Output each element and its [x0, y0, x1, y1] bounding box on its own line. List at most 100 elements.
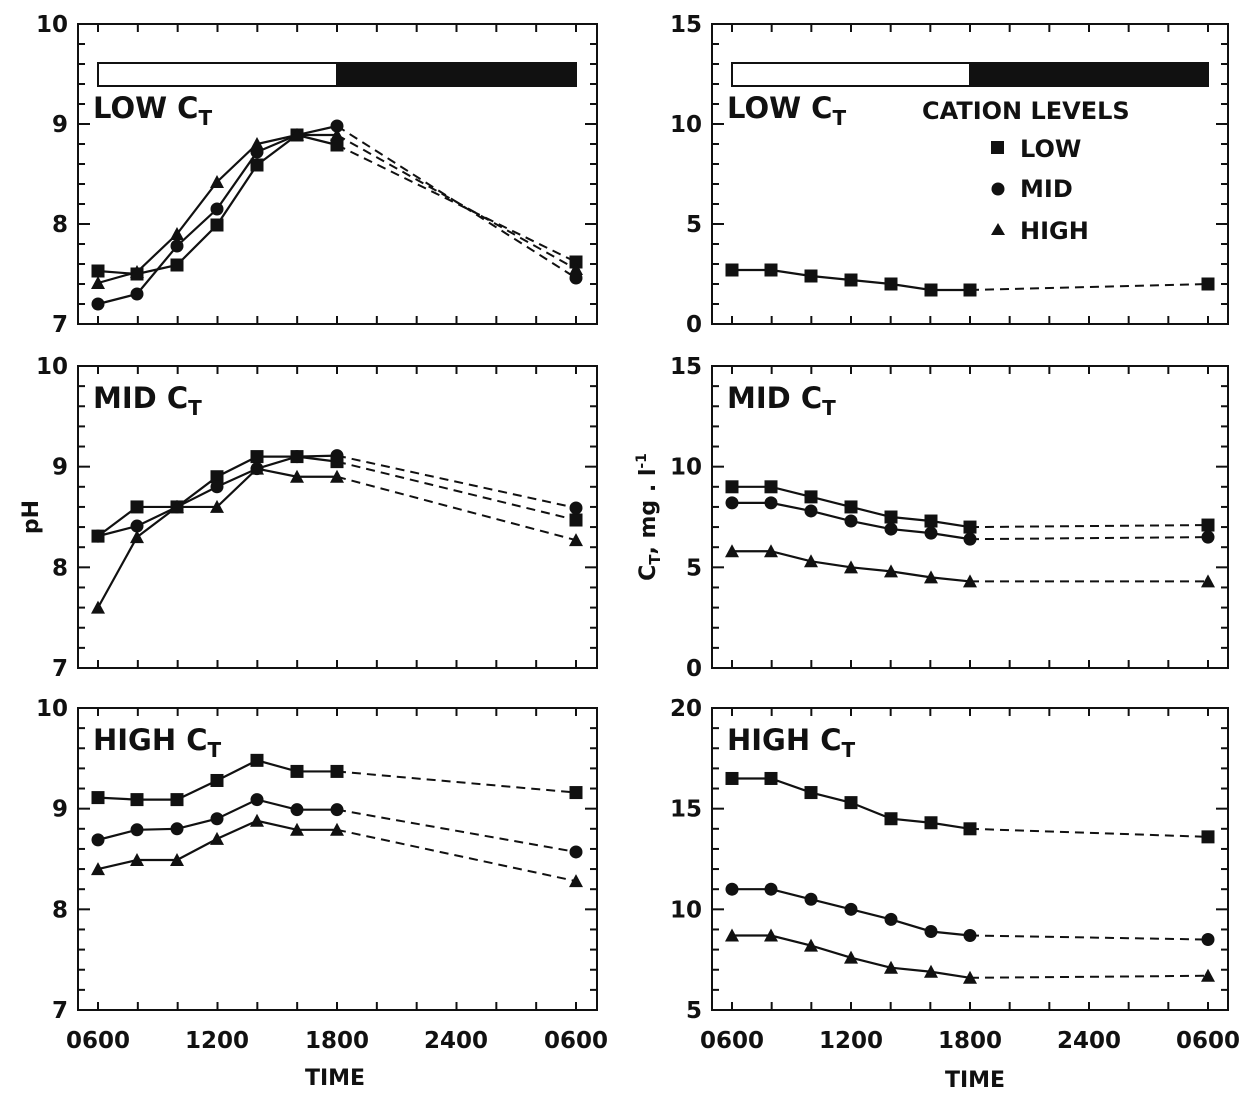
legend-label-low: LOW	[1020, 135, 1081, 163]
data-point-circle	[804, 892, 818, 906]
series-line-dashed	[969, 827, 1209, 838]
y-axis-title-right-sup: -1	[634, 453, 650, 469]
light-period-bar	[97, 62, 338, 87]
data-point-triangle	[210, 499, 224, 513]
data-point-square	[290, 764, 304, 778]
data-point-square	[1201, 277, 1215, 291]
data-point-circle	[250, 793, 264, 807]
panel-mid-ct: 0 5 10 15 MID CT	[670, 354, 1229, 682]
series-line-dashed	[336, 770, 577, 794]
data-point-circle	[170, 239, 184, 253]
series-low	[725, 480, 1215, 534]
data-point-square	[924, 514, 938, 528]
data-point-square	[210, 218, 224, 232]
series-high	[91, 461, 583, 614]
x-axis-title-right: TIME	[945, 1068, 1005, 1093]
panel-high-ph: 7 8 9 10 0600 1200 1800 2400 0600 HIGH CT	[36, 696, 608, 1054]
data-point-circle	[844, 514, 858, 528]
data-point-square	[569, 786, 583, 800]
data-point-triangle	[130, 265, 144, 278]
data-point-square	[250, 753, 264, 767]
data-point-square	[764, 771, 778, 785]
data-point-triangle	[170, 227, 184, 240]
data-point-triangle	[924, 570, 938, 584]
y-tick-label: 9	[52, 797, 68, 823]
data-point-triangle	[210, 831, 224, 845]
data-point-square	[250, 450, 264, 464]
panel-title-sub: T	[832, 106, 846, 130]
data-point-circle	[170, 822, 184, 836]
y-tick-label: 20	[670, 696, 702, 722]
x-tick-label: 1200	[185, 1028, 249, 1054]
data-point-circle	[91, 833, 105, 847]
data-point-triangle	[1201, 574, 1215, 588]
x-tick-label: 2400	[424, 1028, 488, 1054]
data-point-circle	[884, 522, 898, 536]
series-line-dashed	[336, 475, 577, 542]
legend-square-marker	[991, 141, 1004, 154]
data-point-circle	[290, 803, 304, 817]
series-low	[725, 263, 1215, 297]
series-line-dashed	[969, 283, 1209, 291]
x-tick-label: 2400	[1057, 1028, 1121, 1054]
data-point-triangle	[290, 822, 304, 836]
y-axis-title-right-main: C	[636, 565, 661, 581]
dark-period-bar	[336, 62, 577, 87]
data-point-square	[963, 822, 977, 836]
data-point-square	[1201, 830, 1215, 844]
series-high	[91, 813, 583, 888]
series-mid	[91, 793, 583, 859]
x-tick-label: 1800	[305, 1028, 369, 1054]
data-point-triangle	[91, 600, 105, 614]
y-tick-label: 7	[52, 656, 68, 682]
panel-title-main: LOW C	[93, 91, 198, 125]
panel-title-main: HIGH C	[727, 723, 842, 757]
y-tick-label: 10	[36, 12, 68, 38]
data-point-square	[1201, 518, 1215, 532]
panel-title: LOW CT	[727, 91, 846, 130]
legend-label-mid: MID	[1020, 175, 1073, 203]
data-point-circle	[91, 529, 105, 543]
data-point-circle	[725, 882, 739, 896]
series-line-dashed	[969, 974, 1209, 979]
data-point-triangle	[764, 928, 778, 942]
legend-title: CATION LEVELS	[922, 97, 1130, 125]
data-point-circle	[569, 845, 583, 859]
legend-label-high: HIGH	[1020, 217, 1089, 245]
series-line-dashed	[336, 454, 577, 509]
y-axis-title-left: pH	[19, 500, 44, 534]
series-mid	[725, 882, 1215, 947]
data-point-circle	[924, 924, 938, 938]
data-point-square	[91, 264, 105, 278]
data-point-circle	[963, 929, 977, 943]
data-point-triangle	[725, 928, 739, 942]
dark-period-bar	[969, 62, 1209, 87]
y-tick-label: 10	[670, 112, 702, 138]
data-point-circle	[764, 882, 778, 896]
y-tick-label: 10	[36, 354, 68, 380]
series-low	[91, 450, 583, 543]
y-tick-label: 8	[52, 555, 68, 581]
series-low	[725, 771, 1215, 844]
legend: CATION LEVELS LOW MID HIGH	[922, 97, 1130, 245]
x-tick-label: 1800	[938, 1028, 1002, 1054]
y-tick-label: 9	[52, 112, 68, 138]
series-line-dashed	[336, 134, 577, 270]
data-point-triangle	[1201, 968, 1215, 982]
y-tick-label: 10	[670, 455, 702, 481]
data-point-square	[804, 786, 818, 800]
data-point-circle	[844, 902, 858, 916]
panel-high-ct: 5 10 15 20 0600 1200 1800 2400 0600 HIGH CT	[670, 696, 1240, 1054]
data-point-circle	[91, 297, 105, 311]
data-point-circle	[210, 202, 224, 216]
panel-title-main: LOW C	[727, 91, 832, 125]
panel-title: LOW CT	[93, 91, 212, 130]
data-point-circle	[963, 532, 977, 546]
series-mid	[725, 496, 1215, 546]
data-point-circle	[290, 450, 304, 464]
x-tick-label: 0600	[544, 1028, 608, 1054]
data-point-triangle	[963, 574, 977, 588]
data-point-triangle	[130, 530, 144, 544]
